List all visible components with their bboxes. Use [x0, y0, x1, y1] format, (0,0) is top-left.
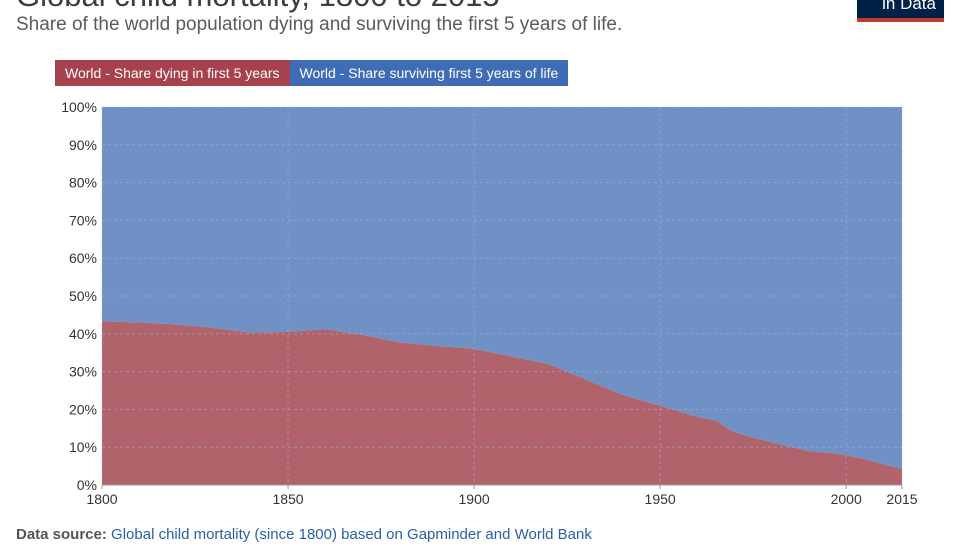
y-tick-label: 10% — [69, 439, 97, 455]
legend-item-dying[interactable]: World - Share dying in first 5 years — [55, 60, 290, 86]
publisher-logo[interactable]: in Data — [857, 0, 944, 22]
y-tick-label: 90% — [69, 137, 97, 153]
chart-legend: World - Share dying in first 5 years Wor… — [55, 60, 569, 86]
x-tick-label: 1800 — [86, 491, 117, 507]
x-tick-label: 1900 — [459, 491, 490, 507]
logo-text: in Data — [882, 0, 936, 13]
dying-area-layer — [102, 321, 902, 485]
surviving-area-layer — [102, 107, 902, 469]
axis-layer: 0% 10% 20% 30% 40% 50% 60% 70% 80% 90% 100% 1800 185… — [61, 99, 918, 507]
series-area-surviving — [102, 107, 902, 469]
series-area-dying — [102, 321, 902, 485]
y-tick-label: 40% — [69, 326, 97, 342]
y-tick-label: 20% — [69, 401, 97, 417]
x-tick-label: 1950 — [645, 491, 676, 507]
chart-title: Global child mortality, 1800 to 2015 — [16, 0, 500, 14]
x-tick-label: 2015 — [886, 491, 917, 507]
y-tick-label: 100% — [61, 99, 97, 115]
y-tick-label: 70% — [69, 212, 97, 228]
y-tick-label: 0% — [77, 477, 97, 493]
legend-item-surviving[interactable]: World - Share surviving first 5 years of… — [289, 60, 569, 86]
chart-subtitle: Share of the world population dying and … — [16, 14, 623, 35]
data-source: Data source: Global child mortality (sin… — [16, 526, 592, 543]
source-label: Data source: — [16, 526, 107, 543]
grid-layer — [101, 106, 903, 486]
x-tick-label: 2000 — [831, 491, 862, 507]
y-tick-label: 50% — [69, 288, 97, 304]
y-tick-label: 30% — [69, 364, 97, 380]
source-link[interactable]: Global child mortality (since 1800) base… — [111, 526, 592, 543]
y-tick-label: 80% — [69, 175, 97, 191]
y-tick-label: 60% — [69, 250, 97, 266]
x-tick-label: 1850 — [272, 491, 303, 507]
